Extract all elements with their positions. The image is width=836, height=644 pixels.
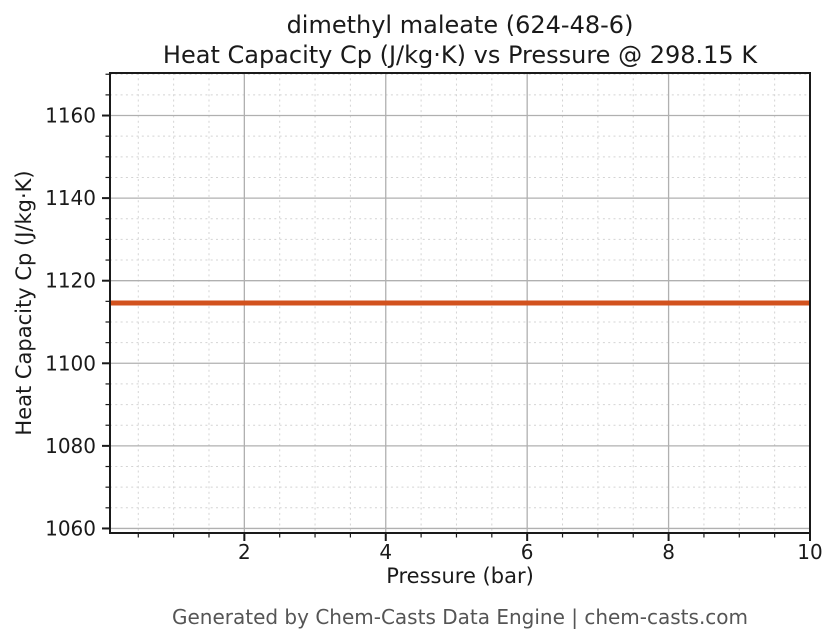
- y-tick-label: 1120: [45, 269, 96, 293]
- chart-title-line1: dimethyl maleate (624-48-6): [286, 11, 634, 39]
- x-tick-label: 2: [238, 540, 251, 564]
- plot-border: [109, 72, 811, 534]
- chart-title-line2: Heat Capacity Cp (J/kg·K) vs Pressure @ …: [162, 41, 758, 69]
- x-tick-label: 4: [379, 540, 392, 564]
- y-axis-label: Heat Capacity Cp (J/kg·K): [12, 170, 36, 436]
- x-tick-label: 8: [662, 540, 675, 564]
- y-tick-label: 1160: [45, 104, 96, 128]
- chart-title: dimethyl maleate (624-48-6) Heat Capacit…: [110, 10, 810, 70]
- y-tick-label: 1100: [45, 351, 96, 375]
- y-tick-label: 1060: [45, 516, 96, 540]
- x-tick-label: 6: [521, 540, 534, 564]
- y-tick-label: 1080: [45, 434, 96, 458]
- footer-credit: Generated by Chem-Casts Data Engine | ch…: [171, 605, 749, 629]
- y-tick-label: 1140: [45, 186, 96, 210]
- x-tick-label: 10: [797, 540, 822, 564]
- x-axis-label: Pressure (bar): [386, 564, 534, 588]
